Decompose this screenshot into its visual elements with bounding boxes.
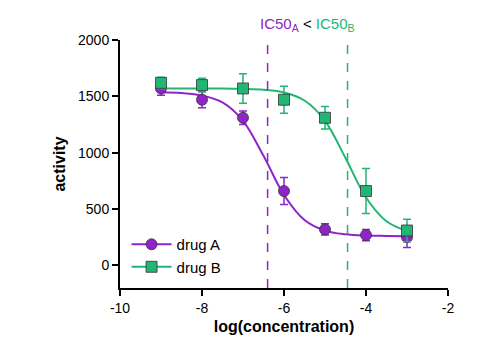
- svg-text:-6: -6: [278, 300, 291, 316]
- svg-text:log(concentration): log(concentration): [214, 318, 354, 335]
- svg-text:1500: 1500: [78, 88, 109, 104]
- svg-text:1000: 1000: [78, 145, 109, 161]
- svg-text:drug A: drug A: [177, 236, 220, 253]
- svg-text:500: 500: [86, 201, 110, 217]
- svg-text:activity: activity: [51, 136, 68, 191]
- svg-text:2000: 2000: [78, 32, 109, 48]
- svg-text:drug B: drug B: [177, 259, 221, 276]
- svg-text:-10: -10: [110, 300, 130, 316]
- svg-text:-2: -2: [442, 300, 455, 316]
- svg-text:-8: -8: [196, 300, 209, 316]
- svg-text:-4: -4: [360, 300, 373, 316]
- svg-text:IC50​A​ < IC50​B​: IC50​A​ < IC50​B​: [260, 15, 355, 34]
- svg-text:0: 0: [101, 257, 109, 273]
